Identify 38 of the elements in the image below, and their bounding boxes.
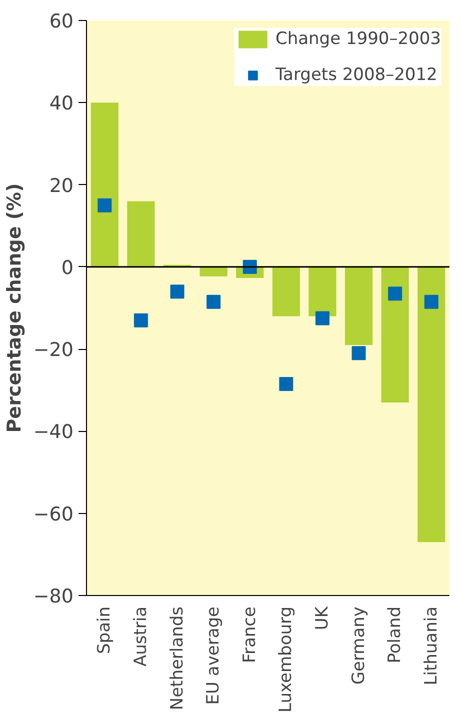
x-tick-label: Germany [348, 606, 369, 685]
x-tick-label: UK [312, 606, 332, 630]
point [388, 286, 402, 301]
point [170, 284, 184, 299]
y-tick-label: −40 [33, 421, 74, 444]
bar [127, 201, 155, 267]
x-tick-label: France [240, 606, 260, 664]
bar [381, 266, 409, 402]
bar [418, 266, 446, 542]
bar [90, 102, 118, 267]
y-tick-label: 60 [49, 10, 74, 32]
point [98, 198, 112, 212]
y-tick-label: −60 [33, 503, 74, 526]
bar [200, 266, 228, 276]
bar [344, 266, 373, 345]
x-tick-label: Luxembourg [276, 606, 296, 712]
y-axis-title: Percentage change (%) [3, 183, 26, 433]
bar [272, 266, 300, 316]
y-tick-label: 20 [49, 174, 74, 197]
legend-label: Change 1990–2003 [275, 29, 441, 49]
point [134, 313, 148, 328]
point [315, 311, 330, 326]
x-tick-label: Netherlands [167, 606, 188, 710]
point [424, 294, 438, 309]
legend-label: Targets 2008–2012 [275, 65, 438, 85]
point [279, 376, 294, 391]
y-tick-label: 40 [49, 92, 74, 115]
x-tick-label: EU average [204, 606, 224, 705]
bar [308, 266, 336, 316]
x-tick-label: Poland [385, 606, 406, 664]
y-tick-label: −80 [33, 586, 74, 608]
y-tick-label: 0 [61, 256, 74, 279]
point [206, 294, 221, 309]
y-tick-label: −20 [33, 339, 74, 362]
point [352, 346, 366, 360]
x-tick-label: Lithuania [421, 606, 442, 686]
x-tick-label: Austria [130, 606, 151, 667]
x-tick-label: Spain [94, 606, 115, 654]
